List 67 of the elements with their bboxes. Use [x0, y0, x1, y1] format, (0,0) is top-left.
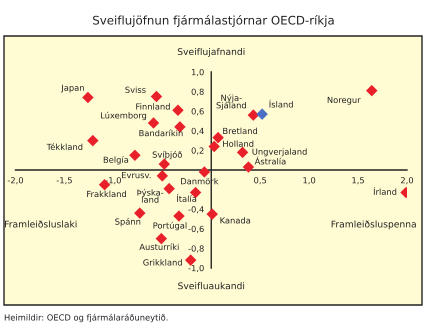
point	[206, 208, 218, 220]
data-label: Portúgal	[154, 222, 186, 230]
y-tick-label: -0,8	[188, 245, 204, 253]
x-tick-label: -2,0	[8, 177, 24, 184]
point	[236, 146, 248, 158]
data-label: Finnland	[136, 103, 170, 110]
data-label: Japan	[60, 84, 84, 93]
data-label: Bretland	[223, 128, 258, 134]
point	[172, 104, 184, 116]
data-label: Bandaríkin	[139, 130, 183, 136]
point	[198, 166, 210, 178]
y-tick-label: -0,6	[188, 226, 204, 233]
point	[163, 182, 175, 194]
point	[208, 140, 220, 152]
data-label: Írland	[374, 187, 396, 195]
annotation: Framleiðsluspenna	[332, 220, 416, 230]
y-tick-label: 0,4	[192, 128, 204, 135]
x-tick-label: -1,0	[106, 177, 121, 184]
point	[87, 134, 99, 146]
x-tick-label: -1,5	[56, 177, 72, 184]
point	[156, 170, 168, 182]
x-tick-label: 1,5	[352, 177, 364, 184]
point	[82, 92, 94, 104]
data-label: Spánn	[115, 218, 140, 226]
data-label: Þýska- land	[137, 188, 164, 203]
point	[150, 90, 162, 102]
data-label: Belgía	[104, 156, 128, 164]
data-label: Svíþjóð	[152, 150, 182, 160]
point	[148, 117, 160, 129]
y-tick-label: 0,2	[192, 147, 204, 155]
point	[129, 150, 141, 162]
text: Heimildir: OECD og fjármálaráðuneytið.	[4, 314, 168, 322]
data-label: Sviss	[125, 86, 146, 93]
y-tick-label: 0,6	[192, 108, 204, 116]
data-label: Ungverjaland	[252, 148, 307, 156]
y-tick-label: 1,0	[192, 68, 204, 76]
point	[134, 207, 146, 219]
point	[256, 108, 268, 120]
data-label: Frakkland	[87, 190, 126, 198]
annotation: Framleiðsluslaki	[5, 220, 76, 228]
x-tick-label: 1,0	[303, 177, 316, 184]
x-tick-label: 2,0	[400, 177, 414, 184]
data-label: Nýja- Sjáland	[216, 94, 246, 110]
data-label: Austurríki	[139, 243, 179, 250]
y-tick-label: -1,0	[188, 264, 204, 272]
data-label: Ástralía	[254, 156, 286, 164]
point	[248, 109, 260, 121]
data-label: Ísland	[269, 100, 293, 108]
data-label: Ítalía	[176, 194, 196, 202]
point	[184, 254, 196, 266]
text: Sveifluaukandi	[178, 282, 244, 290]
point	[173, 210, 185, 222]
data-label: Noregur	[328, 96, 361, 105]
data-label: Evrusv.	[122, 172, 151, 178]
data-label: Kanada	[220, 217, 250, 224]
x-tick-label: 0,5	[254, 177, 266, 184]
text: Sveiflujafnandi	[178, 48, 244, 57]
data-label: Tékkland	[46, 143, 82, 150]
chart-title: Sveiflujöfnun fjármálastjórnar OECD-ríkja	[93, 15, 334, 27]
point	[242, 161, 254, 173]
y-tick-label: -0,4	[188, 206, 204, 214]
data-label: Holland	[223, 140, 254, 147]
y-tick-label: 0,8	[192, 88, 204, 96]
data-label: Grikkland	[143, 259, 182, 266]
point	[212, 132, 224, 144]
data-label: Lúxemborg	[100, 112, 146, 120]
point	[366, 84, 378, 96]
